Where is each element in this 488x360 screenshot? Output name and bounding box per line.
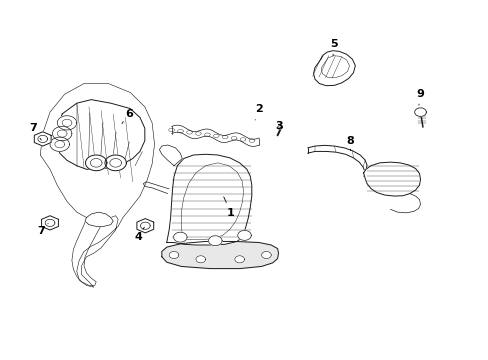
Polygon shape (159, 145, 182, 166)
Polygon shape (277, 126, 282, 129)
Polygon shape (169, 251, 179, 258)
Polygon shape (162, 242, 278, 269)
Polygon shape (237, 230, 251, 240)
Text: 6: 6 (122, 109, 132, 123)
Polygon shape (363, 162, 420, 196)
Polygon shape (52, 126, 72, 141)
Polygon shape (50, 137, 69, 152)
Text: 4: 4 (134, 227, 144, 242)
Polygon shape (414, 108, 426, 116)
Polygon shape (85, 212, 113, 226)
Text: 7: 7 (37, 224, 48, 236)
Text: 1: 1 (224, 197, 234, 218)
Polygon shape (234, 256, 244, 263)
Polygon shape (173, 232, 187, 242)
Polygon shape (57, 100, 144, 169)
Polygon shape (166, 154, 251, 245)
Text: 7: 7 (29, 123, 41, 140)
Polygon shape (137, 219, 153, 233)
Polygon shape (85, 155, 107, 171)
Polygon shape (105, 155, 126, 171)
Text: 5: 5 (330, 39, 338, 56)
Polygon shape (34, 132, 51, 146)
Polygon shape (261, 251, 271, 258)
Text: 9: 9 (416, 89, 424, 105)
Text: 2: 2 (255, 104, 263, 120)
Polygon shape (208, 236, 222, 246)
Text: 8: 8 (346, 136, 354, 151)
Polygon shape (196, 256, 205, 263)
Polygon shape (57, 116, 77, 130)
Polygon shape (397, 194, 420, 213)
Polygon shape (41, 216, 58, 230)
Polygon shape (313, 51, 355, 86)
Text: 3: 3 (275, 121, 283, 131)
